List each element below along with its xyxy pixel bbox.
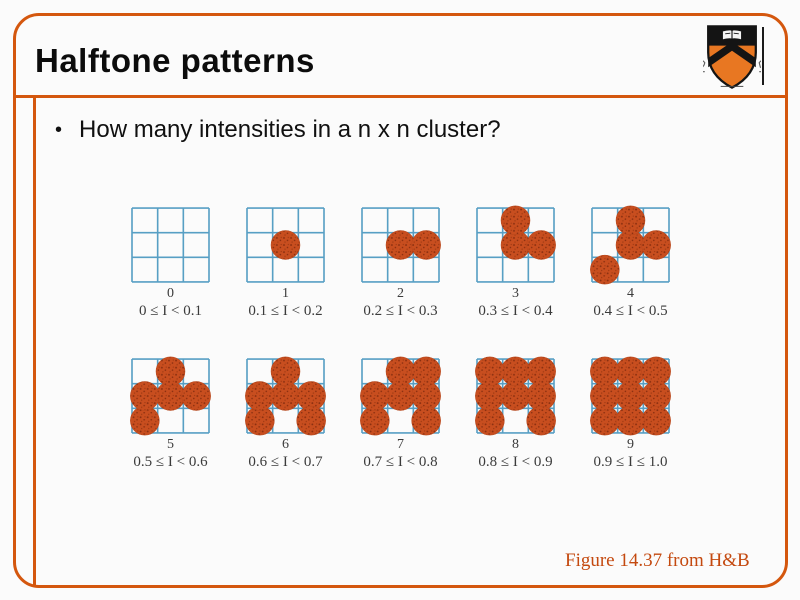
pattern-number: 3 [512, 286, 519, 301]
page-title: Halftone patterns [35, 42, 315, 79]
halftone-grid-icon [476, 205, 556, 283]
halftone-dot [641, 230, 671, 260]
halftone-dot [130, 381, 160, 411]
halftone-dot [270, 356, 301, 387]
bullet-icon: • [55, 119, 63, 141]
pattern-number: 5 [167, 437, 174, 452]
halftone-grid-icon [475, 356, 556, 436]
pattern-intensity-range: 0.9 ≤ I ≤ 1.0 [593, 454, 668, 470]
halftone-grid-icon [590, 356, 671, 436]
halftone-pattern-7: 7 0.7 ≤ I < 0.8 [343, 356, 458, 510]
halftone-dot [155, 356, 186, 387]
pattern-intensity-range: 0.5 ≤ I < 0.6 [133, 454, 208, 470]
halftone-dot [590, 356, 620, 387]
halftone-dot [475, 356, 505, 387]
halftone-grid-icon [590, 205, 671, 285]
halftone-dot [615, 205, 646, 236]
halftone-dot [360, 381, 390, 411]
halftone-dot [615, 356, 646, 387]
halftone-pattern-6: 6 0.6 ≤ I < 0.7 [228, 356, 343, 510]
halftone-grid-icon [245, 356, 326, 436]
halftone-dot [181, 381, 211, 411]
pattern-number: 8 [512, 437, 519, 452]
pattern-intensity-range: 0.4 ≤ I < 0.5 [593, 303, 668, 319]
halftone-dot [526, 405, 556, 436]
halftone-grid-icon [246, 207, 325, 283]
halftone-dot [526, 230, 556, 260]
halftone-pattern-1: 1 0.1 ≤ I < 0.2 [228, 207, 343, 359]
halftone-dot [411, 230, 441, 260]
pattern-intensity-range: 0.8 ≤ I < 0.9 [478, 454, 553, 470]
halftone-dot [385, 356, 416, 387]
halftone-pattern-0: 0 0 ≤ I < 0.1 [113, 207, 228, 359]
pattern-number: 1 [282, 286, 289, 301]
pattern-intensity-range: 0.1 ≤ I < 0.2 [248, 303, 323, 319]
pattern-intensity-range: 0.3 ≤ I < 0.4 [478, 303, 553, 319]
pattern-intensity-range: 0.6 ≤ I < 0.7 [248, 454, 323, 470]
halftone-dot [526, 356, 556, 387]
pattern-intensity-range: 0 ≤ I < 0.1 [139, 303, 202, 319]
content-left-border-line [33, 95, 36, 587]
pattern-number: 4 [627, 286, 634, 301]
logo-vertical-rule [762, 27, 764, 85]
pattern-intensity-range: 0.7 ≤ I < 0.8 [363, 454, 438, 470]
pattern-number: 2 [397, 286, 404, 301]
halftone-pattern-8: 8 0.8 ≤ I < 0.9 [458, 356, 573, 510]
halftone-dot [411, 405, 441, 436]
halftone-dot [385, 230, 416, 260]
figure-caption: Figure 14.37 from H&B [565, 550, 750, 571]
halftone-dot [615, 405, 646, 436]
halftone-pattern-2: 2 0.2 ≤ I < 0.3 [343, 207, 458, 359]
halftone-dot [641, 356, 671, 387]
pattern-intensity-range: 0.2 ≤ I < 0.3 [363, 303, 438, 319]
princeton-logo [697, 23, 767, 91]
halftone-figure: 0 0 ≤ I < 0.1 1 0.1 ≤ I < 0.2 2 0.2 ≤ I < 0.3… [113, 205, 688, 510]
halftone-grid-icon [361, 207, 441, 283]
pattern-number: 7 [397, 437, 404, 452]
halftone-grid-icon [131, 207, 210, 283]
halftone-grid-icon [130, 356, 211, 436]
halftone-dot [641, 405, 671, 436]
bullet-text: How many intensities in a n x n cluster? [79, 116, 501, 143]
halftone-dot [500, 205, 531, 236]
halftone-dot [500, 356, 531, 387]
pattern-number: 9 [627, 437, 634, 452]
pattern-number: 6 [282, 437, 289, 452]
halftone-grid-icon [360, 356, 441, 436]
shield-icon [697, 25, 767, 89]
halftone-pattern-3: 3 0.3 ≤ I < 0.4 [458, 205, 573, 359]
title-divider-line [13, 95, 788, 98]
bullet-line: • How many intensities in a n x n cluste… [55, 114, 501, 146]
halftone-dot [245, 381, 275, 411]
halftone-pattern-9: 9 0.9 ≤ I ≤ 1.0 [573, 356, 688, 510]
halftone-dot [296, 405, 326, 436]
slide-border-frame [13, 13, 788, 588]
pattern-number: 0 [167, 286, 174, 301]
halftone-pattern-4: 4 0.4 ≤ I < 0.5 [573, 205, 688, 359]
halftone-dot [411, 356, 441, 387]
halftone-dot [590, 254, 620, 285]
halftone-pattern-5: 5 0.5 ≤ I < 0.6 [113, 356, 228, 510]
halftone-dot [270, 230, 301, 260]
